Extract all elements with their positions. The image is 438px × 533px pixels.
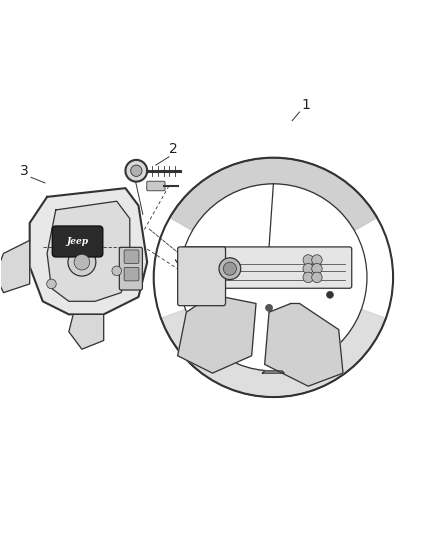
Text: 3: 3 xyxy=(20,164,28,178)
Circle shape xyxy=(223,262,237,275)
Circle shape xyxy=(303,263,314,274)
Polygon shape xyxy=(161,309,386,397)
Polygon shape xyxy=(30,188,147,314)
Text: 1: 1 xyxy=(302,98,311,112)
Text: Jeep: Jeep xyxy=(67,237,88,246)
Circle shape xyxy=(74,254,90,270)
Circle shape xyxy=(312,263,322,274)
FancyBboxPatch shape xyxy=(178,247,226,305)
Circle shape xyxy=(312,255,322,265)
FancyBboxPatch shape xyxy=(147,181,165,191)
Circle shape xyxy=(125,160,147,182)
FancyBboxPatch shape xyxy=(182,247,352,288)
Circle shape xyxy=(265,304,272,311)
Polygon shape xyxy=(262,371,284,373)
Polygon shape xyxy=(178,295,256,373)
Circle shape xyxy=(59,244,65,250)
Circle shape xyxy=(312,272,322,282)
Circle shape xyxy=(219,258,241,279)
Circle shape xyxy=(131,165,142,176)
Polygon shape xyxy=(47,201,130,301)
Circle shape xyxy=(326,292,333,298)
Circle shape xyxy=(47,279,56,289)
FancyBboxPatch shape xyxy=(124,250,139,263)
Polygon shape xyxy=(0,240,30,293)
Circle shape xyxy=(303,255,314,265)
FancyBboxPatch shape xyxy=(52,226,103,257)
Circle shape xyxy=(68,248,96,276)
Polygon shape xyxy=(265,303,343,386)
FancyBboxPatch shape xyxy=(119,247,142,290)
Text: 2: 2 xyxy=(169,142,178,156)
Circle shape xyxy=(112,266,121,276)
Circle shape xyxy=(303,272,314,282)
Polygon shape xyxy=(170,158,377,231)
FancyBboxPatch shape xyxy=(124,268,139,281)
Polygon shape xyxy=(69,314,104,349)
